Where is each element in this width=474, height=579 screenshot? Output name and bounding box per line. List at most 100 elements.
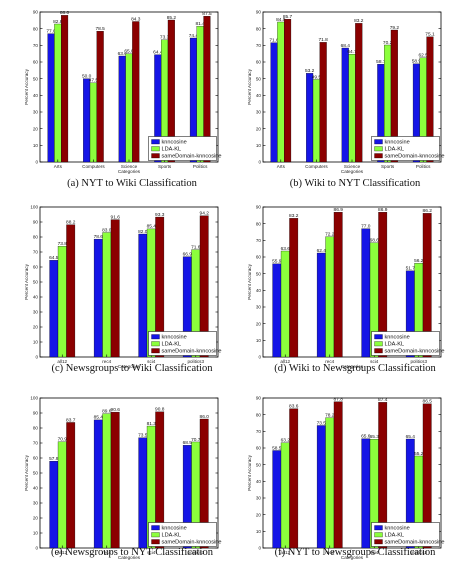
data-label: 88.2 xyxy=(66,220,76,226)
bar-samedomain-knncosine-science xyxy=(132,21,140,163)
bar-samedomain-knncosine-politics3 xyxy=(199,215,209,358)
y-tick-label: 60 xyxy=(256,446,262,451)
y-tick-label: 30 xyxy=(33,501,39,506)
legend-swatch xyxy=(374,525,383,531)
y-tick-label: 10 xyxy=(256,529,262,534)
x-tick-label: politics3 xyxy=(187,550,204,555)
y-tick-label: 20 xyxy=(256,126,262,131)
y-tick-label: 0 xyxy=(35,546,38,551)
x-tick-label: all12 xyxy=(280,359,290,364)
y-tick-label: 70 xyxy=(33,441,39,446)
legend-swatch xyxy=(374,532,383,538)
data-label: 71.8 xyxy=(318,37,328,43)
bar-lda-kl-science xyxy=(348,54,356,163)
y-tick-label: 50 xyxy=(256,76,262,81)
chart-caption: (a) NYT to Wiki Classification xyxy=(67,178,198,189)
y-axis-label: Percent Accuracy xyxy=(247,454,252,490)
y-tick-label: 30 xyxy=(33,310,39,315)
data-label: 84.0 xyxy=(276,17,286,23)
legend-entry: knncosine xyxy=(162,526,187,532)
data-label: 49.5 xyxy=(312,74,322,80)
x-tick-label: sci4 xyxy=(147,359,156,364)
data-label: 70.2 xyxy=(383,40,393,46)
y-tick-label: 0 xyxy=(258,355,261,360)
y-tick-label: 50 xyxy=(33,76,39,81)
y-tick-label: 70 xyxy=(256,43,262,48)
y-tick-label: 50 xyxy=(33,280,39,285)
data-label: 58.9 xyxy=(412,59,422,65)
y-axis-label: Percent Accuracy xyxy=(247,68,252,104)
legend-swatch xyxy=(151,341,160,347)
y-tick-label: 50 xyxy=(256,462,262,467)
data-label: 71.6 xyxy=(269,37,279,43)
y-tick-label: 90 xyxy=(33,10,39,15)
bar-knncosine-rec4 xyxy=(93,419,103,549)
bar-knncosine-all12 xyxy=(272,450,282,549)
legend-swatch xyxy=(151,153,160,159)
y-tick-label: 70 xyxy=(256,429,262,434)
bar-samedomain-knncosine-arts xyxy=(61,15,69,163)
y-tick-label: 30 xyxy=(33,110,39,115)
y-tick-label: 70 xyxy=(33,43,39,48)
data-label: 77.0 xyxy=(46,28,56,34)
bar-samedomain-knncosine-sci4 xyxy=(378,402,388,549)
y-tick-label: 90 xyxy=(256,205,262,210)
x-axis-label: Categories xyxy=(341,169,364,174)
legend-swatch xyxy=(151,525,160,531)
y-tick-label: 40 xyxy=(33,486,39,491)
bar-samedomain-knncosine-politics3 xyxy=(422,403,432,549)
y-tick-label: 40 xyxy=(33,295,39,300)
y-tick-label: 20 xyxy=(33,325,39,330)
bar-knncosine-sci4 xyxy=(361,228,371,358)
data-label: 82.0 xyxy=(138,229,148,235)
legend-box xyxy=(371,331,440,356)
data-label: 86.2 xyxy=(423,208,433,214)
bar-samedomain-knncosine-sports xyxy=(167,19,175,163)
data-label: 86.9 xyxy=(334,207,344,213)
x-tick-label: all12 xyxy=(57,359,67,364)
data-label: 81.4 xyxy=(196,21,206,27)
legend-swatch xyxy=(151,539,160,545)
data-label: 93.3 xyxy=(155,212,165,218)
legend-swatch xyxy=(374,146,383,152)
x-tick-label: Computers xyxy=(305,164,328,169)
data-label: 63.6 xyxy=(281,246,291,252)
y-tick-label: 60 xyxy=(33,60,39,65)
bar-lda-kl-science xyxy=(125,53,133,163)
y-tick-label: 40 xyxy=(256,479,262,484)
bar-knncosine-science xyxy=(118,55,126,163)
bar-samedomain-knncosine-all12 xyxy=(66,224,76,358)
x-axis-label: Categories xyxy=(118,555,141,560)
data-label: 82.8 xyxy=(53,19,63,25)
data-label: 83.0 xyxy=(102,227,112,233)
data-label: 85.7 xyxy=(283,14,293,20)
bar-samedomain-knncosine-science xyxy=(355,23,363,163)
x-tick-label: politics3 xyxy=(187,359,204,364)
chart-5: 0 10 20 30 40 50 60 70 80 90 100 Percent Accuracy 57… xyxy=(24,396,222,560)
data-label: 65.4 xyxy=(406,434,416,440)
data-label: 85.4 xyxy=(94,415,104,421)
data-label: 64.5 xyxy=(49,255,59,261)
bar-samedomain-knncosine-sci4 xyxy=(378,212,388,358)
legend-entry: knncosine xyxy=(385,526,410,532)
legend-entry: knncosine xyxy=(385,140,410,146)
data-label: 75.1 xyxy=(425,32,435,38)
plot-frame xyxy=(262,397,442,549)
legend-swatch xyxy=(374,334,383,340)
bar-samedomain-knncosine-computers xyxy=(96,31,104,163)
y-tick-label: 80 xyxy=(256,221,262,226)
bar-samedomain-knncosine-sci4 xyxy=(155,216,165,358)
x-axis-label: Categories xyxy=(118,364,141,369)
legend-entry: LDA-KL xyxy=(385,147,405,153)
chart-caption: (b) Wiki to NYT Classification xyxy=(290,178,421,189)
x-axis-label: Categories xyxy=(341,555,364,560)
y-tick-label: 60 xyxy=(256,255,262,260)
x-tick-label: Computers xyxy=(82,164,105,169)
legend-box xyxy=(371,136,440,161)
plot-frame xyxy=(262,206,442,358)
y-tick-label: 80 xyxy=(33,426,39,431)
data-label: 62.4 xyxy=(317,248,327,254)
bar-samedomain-knncosine-rec4 xyxy=(333,212,343,358)
x-tick-label: Science xyxy=(121,164,138,169)
